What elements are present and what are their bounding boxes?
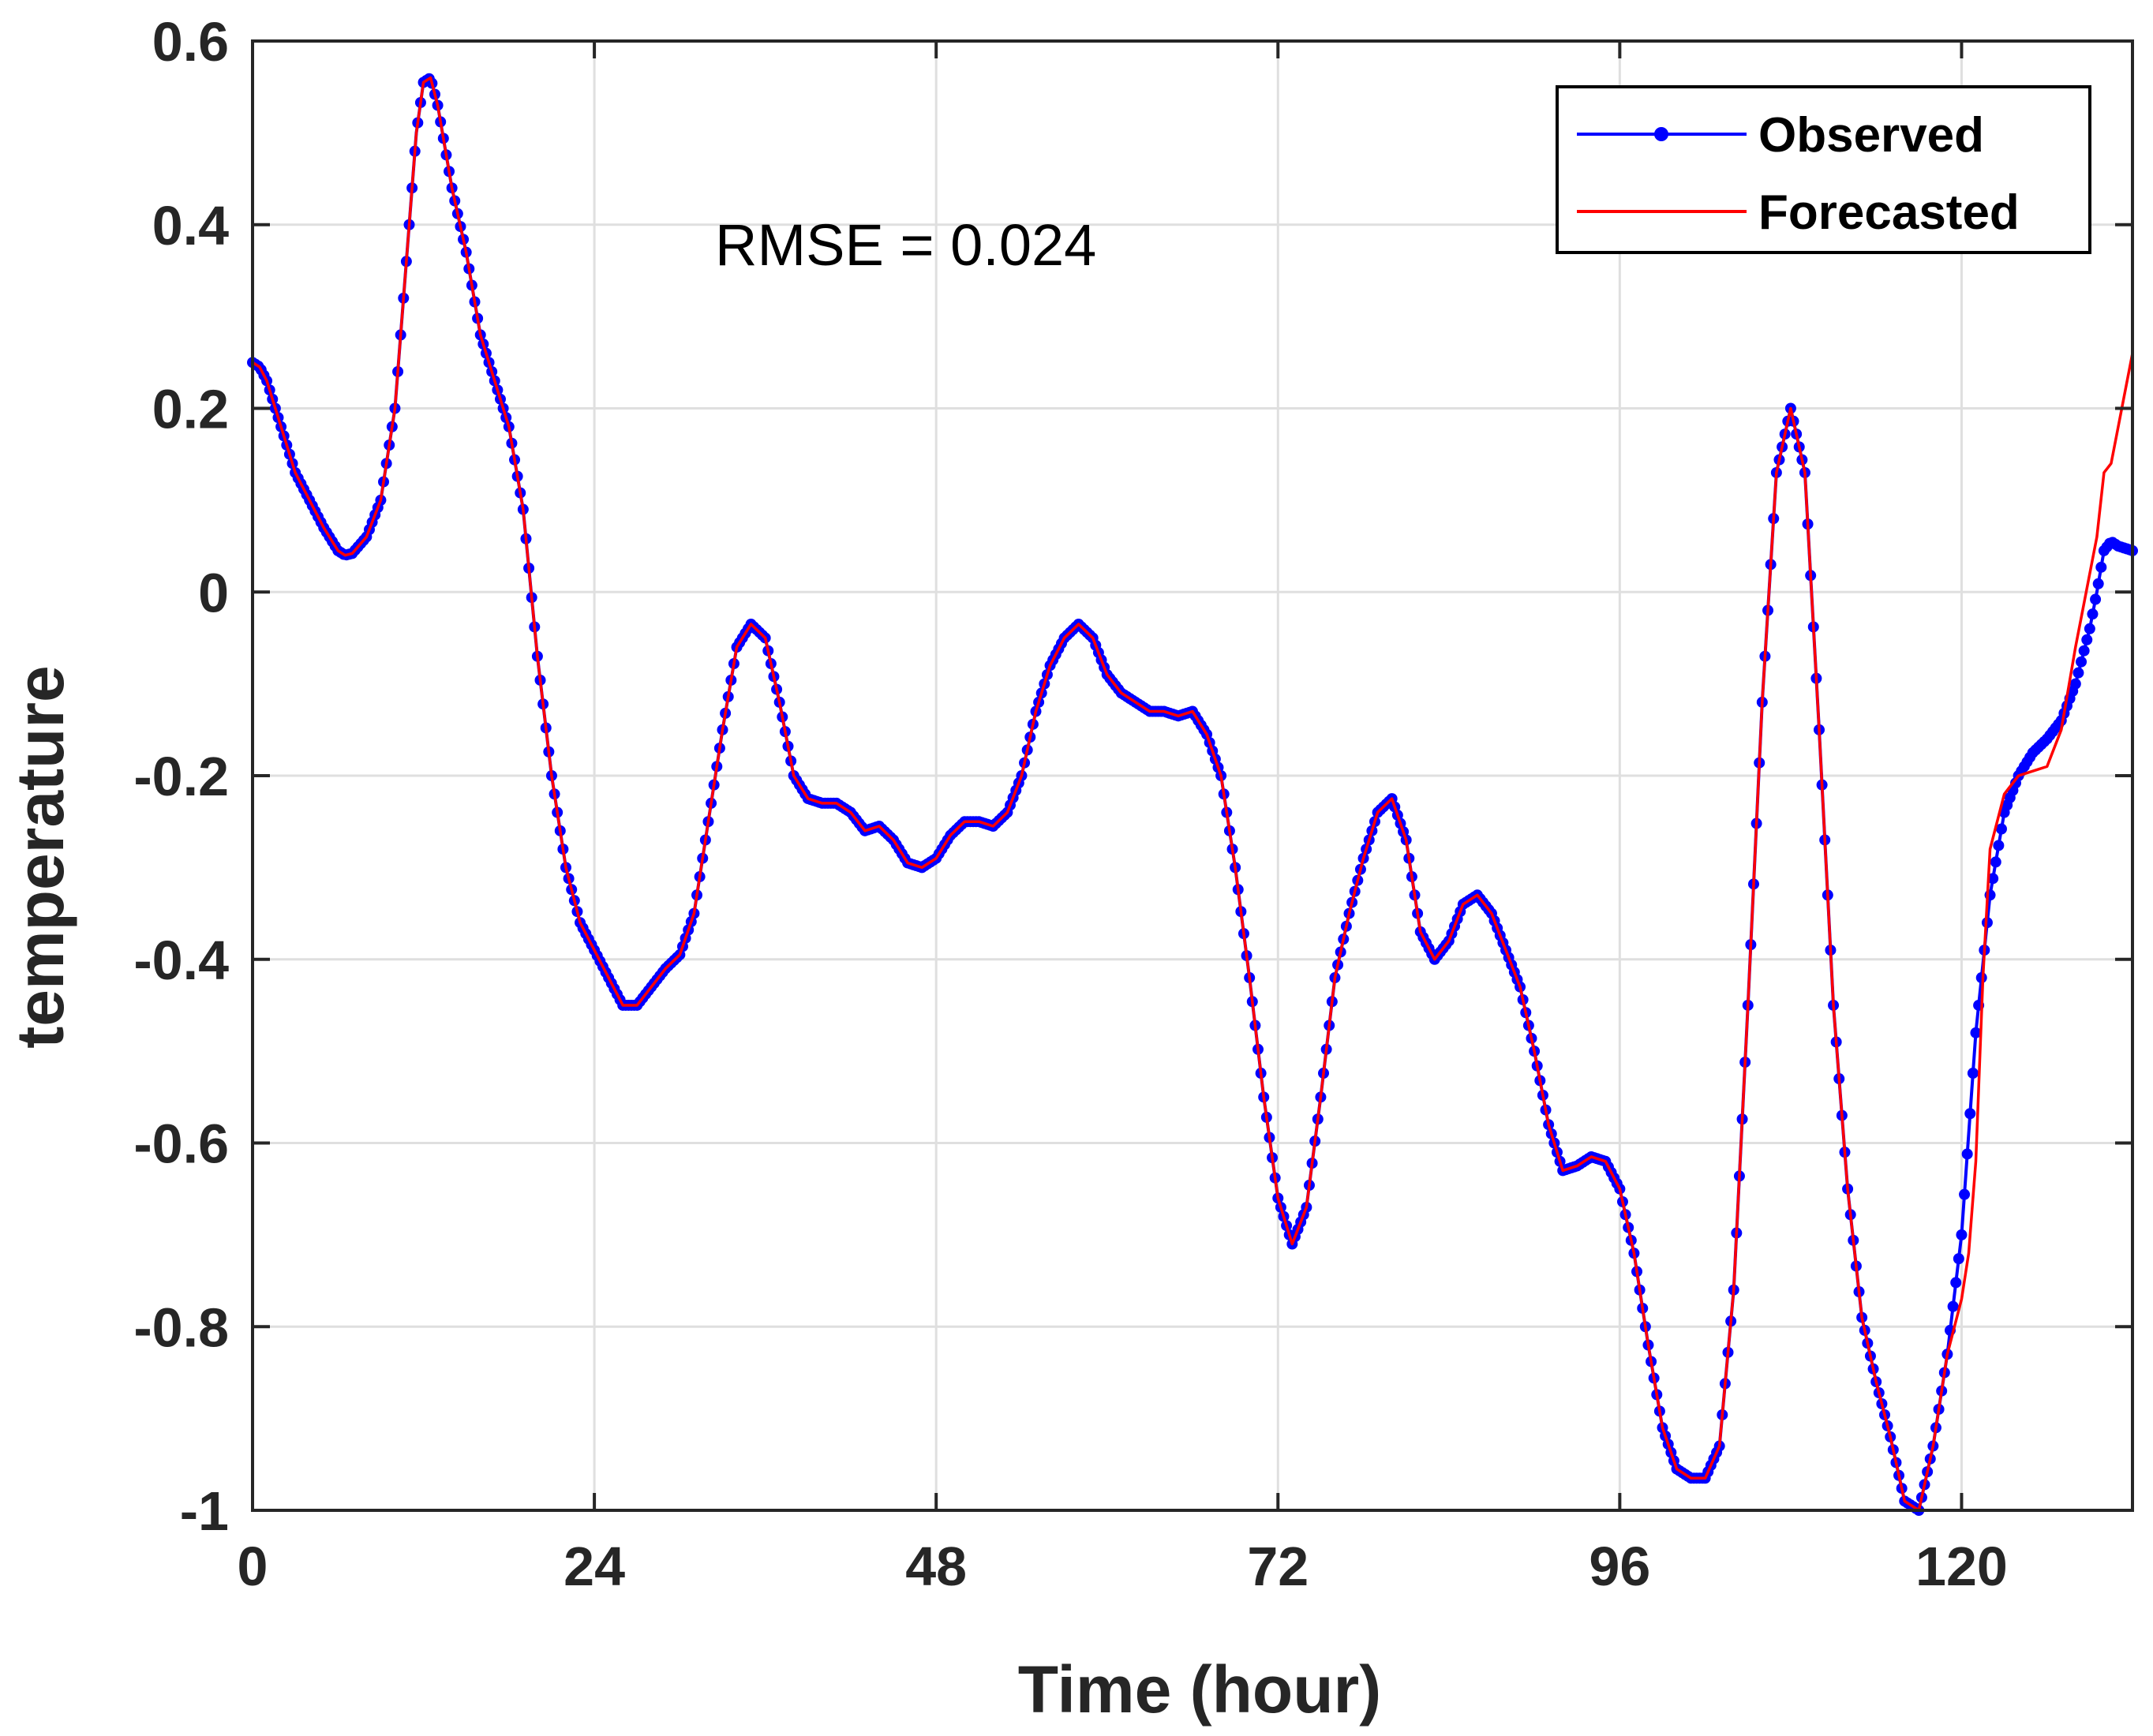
observed-point [1995,823,2007,835]
observed-point [2069,678,2081,690]
legend-marker-observed [1654,127,1668,141]
y-tick-label: -0.4 [133,930,229,991]
observed-point [1990,856,2001,868]
forecasted-line [252,76,2134,1512]
observed-point [1959,1188,1971,1200]
observed-point [2087,608,2099,620]
data-series [247,73,2138,1516]
observed-point [2095,561,2107,573]
x-axis-label: Time (hour) [1018,1652,1381,1727]
observed-point [2081,634,2093,645]
observed-point [1964,1108,1976,1120]
y-tick-label: 0.6 [152,11,229,73]
x-tick-label: 96 [1589,1536,1650,1597]
observed-point [1961,1148,1973,1160]
observed-point [2072,667,2084,679]
observed-point [1993,840,2005,851]
tick-marks [251,39,2132,1512]
observed-point [2078,645,2090,657]
y-tick-label: -1 [180,1480,229,1542]
observed-point [1967,1068,1979,1079]
observed-point [1947,1300,1959,1312]
observed-point [2076,656,2087,668]
y-tick-label: 0.4 [152,195,229,256]
observed-point [2084,623,2095,634]
x-tick-label: 48 [905,1536,967,1597]
observed-point [1950,1277,1962,1289]
observed-point [1970,1027,1982,1038]
x-tick-label: 72 [1247,1536,1309,1597]
x-tick-label: 24 [564,1536,625,1597]
legend: Observed Forecasted [1556,85,2091,254]
observed-point [2092,578,2104,589]
x-tick-label: 0 [238,1536,268,1597]
legend-box [1556,85,2091,254]
y-tick-label: -0.6 [133,1113,229,1175]
legend-label-forecasted: Forecasted [1758,185,2020,240]
x-tick-label: 120 [1915,1536,2008,1597]
observed-point [2090,593,2102,605]
y-tick-label: -0.8 [133,1296,229,1358]
plot-area [247,39,2138,1516]
rmse-annotation: RMSE = 0.024 [715,212,1096,278]
y-tick-label: -0.2 [133,746,229,807]
observed-point [1956,1229,1968,1240]
y-axis-label: temperature [3,665,77,1049]
y-tick-label: 0 [198,562,229,623]
observed-point [1953,1253,1964,1265]
tick-labels: 0 24 48 72 96 120 0.6 0.4 0.2 0 -0.2 -0.4 -0.6 -0.8 -1 [133,11,2007,1597]
y-tick-label: 0.2 [152,379,229,440]
legend-label-observed: Observed [1758,108,1984,163]
observed-point [1987,873,1999,885]
